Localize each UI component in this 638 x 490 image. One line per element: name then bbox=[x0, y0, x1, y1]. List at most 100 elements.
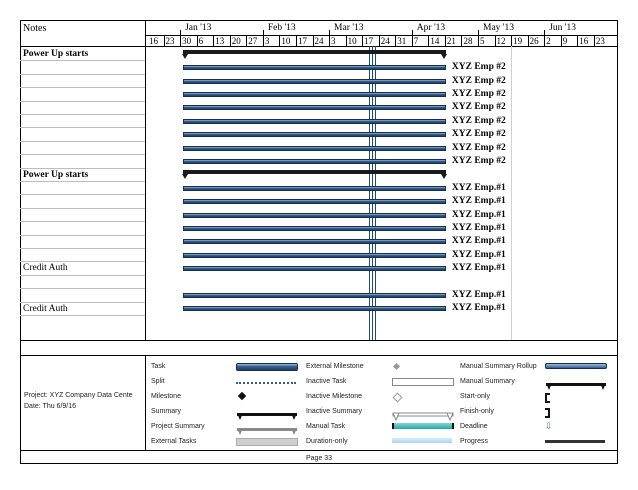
legend-label: Inactive Task bbox=[306, 378, 347, 385]
resource-label: XYZ Emp.#1 bbox=[451, 209, 506, 220]
notes-label: Notes bbox=[23, 23, 47, 34]
legend-label: Summary bbox=[151, 408, 181, 415]
day-tick-label: 6 bbox=[198, 36, 204, 46]
day-tick-label: 26 bbox=[529, 36, 539, 46]
task-name: Credit Auth bbox=[23, 263, 68, 274]
legend-label: Manual Summary bbox=[460, 378, 515, 385]
task-bar bbox=[183, 212, 446, 218]
timescale-shade-line bbox=[511, 46, 513, 340]
finish-only-legend-icon bbox=[545, 408, 550, 418]
row-separator bbox=[20, 301, 145, 303]
day-divider bbox=[428, 35, 430, 46]
row-separator bbox=[20, 181, 145, 182]
day-divider bbox=[411, 35, 413, 46]
external-milestone-legend-icon bbox=[392, 362, 401, 371]
manual-task-legend-icon bbox=[392, 423, 454, 429]
row-separator bbox=[20, 167, 145, 169]
header-bottom-line bbox=[20, 46, 618, 47]
day-divider bbox=[329, 35, 331, 46]
month-divider bbox=[329, 30, 331, 35]
month-label: Mar '13 bbox=[334, 23, 364, 33]
task-bar bbox=[183, 132, 446, 138]
day-tick-label: 16 bbox=[149, 36, 158, 46]
inactive-milestone-legend-icon bbox=[392, 392, 403, 403]
day-divider bbox=[196, 35, 198, 46]
month-divider bbox=[478, 30, 479, 35]
day-tick-label: 30 bbox=[182, 36, 192, 46]
task-bar bbox=[183, 292, 446, 298]
resource-label: XYZ Emp.#1 bbox=[451, 222, 506, 233]
row-separator bbox=[20, 194, 145, 196]
day-tick-label: 16 bbox=[579, 36, 589, 46]
duration-only-legend-icon bbox=[392, 438, 452, 443]
day-divider bbox=[279, 35, 281, 46]
project-summary-legend-icon bbox=[237, 428, 297, 435]
legend-label: Deadline bbox=[460, 423, 488, 430]
legend-label: Finish-only bbox=[460, 408, 494, 415]
day-divider bbox=[229, 35, 231, 46]
day-divider bbox=[312, 35, 314, 46]
day-tick-label: 20 bbox=[231, 36, 241, 46]
day-divider bbox=[262, 35, 264, 46]
external-tasks-legend-icon bbox=[236, 438, 298, 446]
row-separator bbox=[20, 114, 145, 115]
legend-label: Manual Task bbox=[306, 423, 346, 430]
legend-label: External Tasks bbox=[151, 438, 197, 445]
legend-label: Manual Summary Rollup bbox=[460, 363, 537, 370]
day-tick-label: 10 bbox=[281, 36, 291, 46]
day-tick-label: 5 bbox=[480, 36, 485, 46]
resource-label: XYZ Emp #2 bbox=[451, 115, 506, 126]
legend-label: Task bbox=[151, 363, 166, 370]
day-divider bbox=[560, 35, 562, 46]
resource-label: XYZ Emp.#1 bbox=[451, 182, 506, 193]
summary-start-cap bbox=[182, 53, 189, 59]
day-tick-label: 19 bbox=[513, 36, 523, 46]
day-divider bbox=[378, 35, 380, 46]
day-divider bbox=[246, 35, 248, 46]
row-separator bbox=[20, 100, 145, 102]
resource-label: XYZ Emp.#1 bbox=[451, 303, 506, 314]
legend-top-line bbox=[20, 355, 618, 356]
day-divider bbox=[213, 35, 215, 46]
month-label: Apr '13 bbox=[416, 23, 446, 33]
month-divider bbox=[544, 30, 546, 35]
task-bar bbox=[183, 306, 446, 312]
summary-end-cap bbox=[440, 53, 447, 59]
row-separator bbox=[20, 87, 145, 89]
manual-summary-legend-icon bbox=[545, 378, 607, 396]
task-bar bbox=[183, 158, 446, 164]
chart-bottom-line bbox=[20, 340, 618, 341]
summary-bar bbox=[183, 170, 446, 175]
status-date-line bbox=[372, 46, 373, 340]
day-divider bbox=[577, 35, 579, 46]
legend-label: Duration-only bbox=[306, 438, 348, 445]
legend-label: Progress bbox=[460, 438, 489, 445]
task-bar bbox=[183, 91, 446, 97]
day-divider bbox=[461, 35, 463, 46]
day-tick-label: 23 bbox=[595, 36, 605, 46]
resource-label: XYZ Emp.#1 bbox=[451, 196, 506, 207]
task-bar bbox=[183, 145, 446, 151]
day-tick-label: 17 bbox=[297, 36, 307, 46]
status-date-line bbox=[369, 46, 370, 340]
month-divider bbox=[411, 30, 413, 35]
day-divider bbox=[494, 35, 496, 46]
day-tick-label: 14 bbox=[430, 36, 440, 46]
day-tick-label: 12 bbox=[496, 36, 506, 46]
summary-start-cap bbox=[182, 174, 189, 180]
day-tick-label: 3 bbox=[264, 36, 270, 46]
row-separator bbox=[20, 73, 145, 75]
legend-label: Inactive Milestone bbox=[306, 393, 363, 400]
split-legend-icon bbox=[236, 378, 296, 384]
resource-label: XYZ Emp.#1 bbox=[451, 289, 506, 300]
legend-label: Milestone bbox=[151, 393, 181, 400]
print-date: Date: Thu 6/9/16 bbox=[24, 403, 77, 410]
row-separator bbox=[20, 154, 145, 156]
task-bar bbox=[183, 118, 446, 124]
row-separator bbox=[20, 207, 145, 209]
inactive-summary-legend-icon bbox=[392, 408, 454, 426]
task-legend-icon bbox=[236, 363, 298, 371]
legend-label: Start-only bbox=[460, 393, 490, 400]
day-divider bbox=[362, 35, 364, 46]
